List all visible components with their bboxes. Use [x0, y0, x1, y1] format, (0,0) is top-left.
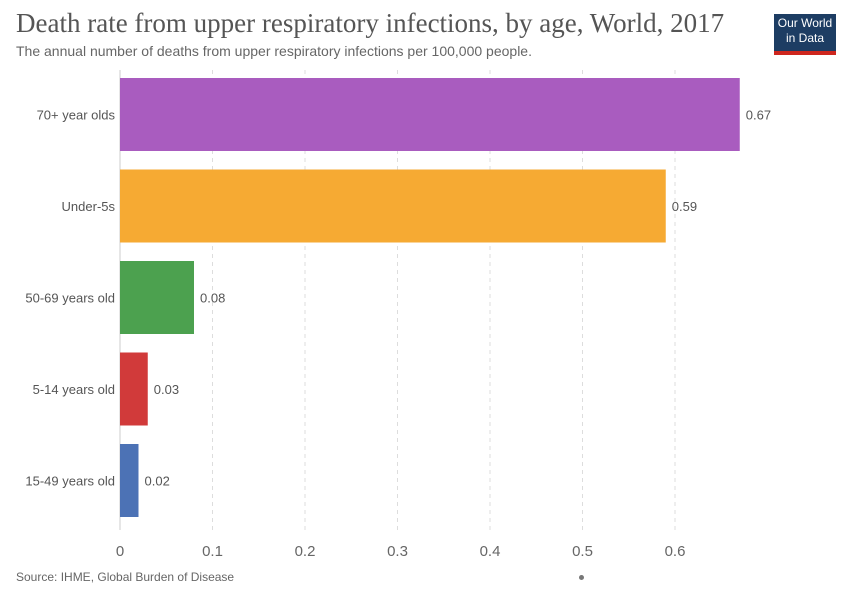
bar[interactable]	[120, 261, 194, 334]
chart-subtitle: The annual number of deaths from upper r…	[16, 43, 532, 59]
value-label: 0.03	[154, 382, 179, 397]
value-label: 0.08	[200, 291, 225, 306]
x-tick-label: 0.4	[480, 543, 501, 560]
x-tick-label: 0.1	[202, 543, 223, 560]
x-tick-label: 0.6	[665, 543, 686, 560]
category-label: 70+ year olds	[37, 108, 116, 123]
bar[interactable]	[120, 444, 139, 517]
bar[interactable]	[120, 352, 148, 426]
x-tick-label: 0	[116, 543, 124, 560]
logo-line-2: in Data	[785, 31, 825, 45]
category-label: 15-49 years old	[25, 474, 115, 489]
logo-line-1: Our World	[777, 16, 833, 30]
category-label: 5-14 years old	[33, 382, 115, 397]
x-tick-label: 0.3	[387, 543, 408, 560]
chart-title: Death rate from upper respiratory infect…	[16, 8, 725, 38]
bar[interactable]	[120, 78, 740, 151]
value-label: 0.67	[746, 108, 771, 123]
source-note[interactable]: Source: IHME, Global Burden of Disease	[16, 570, 235, 584]
bar[interactable]	[120, 169, 666, 243]
category-label: Under-5s	[62, 199, 116, 214]
owid-logo[interactable]: Our World in Data	[774, 14, 836, 55]
category-label: 50-69 years old	[25, 291, 115, 306]
value-label: 0.59	[672, 199, 697, 214]
x-tick-label: 0.2	[295, 543, 316, 560]
pagination-dot	[579, 575, 584, 580]
x-tick-label: 0.5	[572, 543, 593, 560]
value-label: 0.02	[145, 474, 170, 489]
